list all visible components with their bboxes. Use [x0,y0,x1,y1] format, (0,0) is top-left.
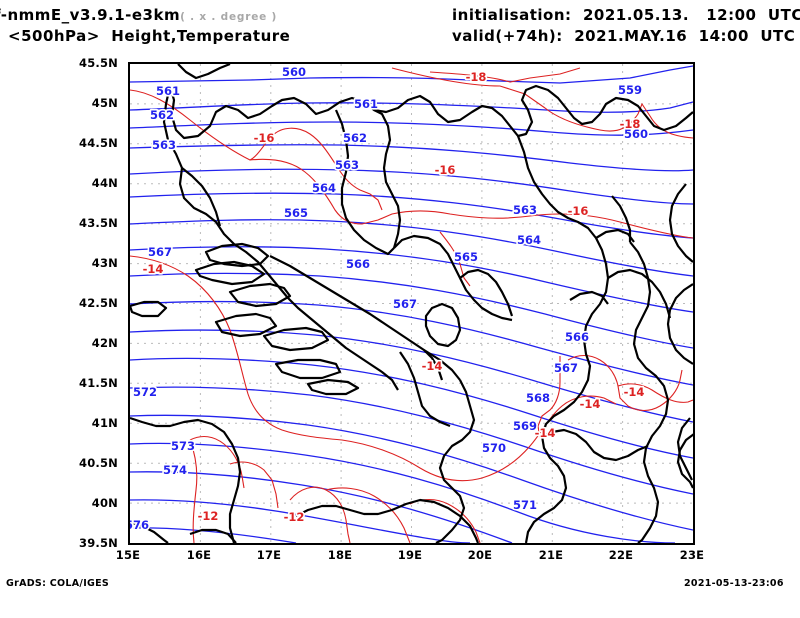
contour-label-height: 573 [171,439,195,453]
contour-label-height: 567 [554,361,578,375]
contour-label-height: 576 [130,518,149,532]
contour-label-height: 563 [513,203,537,217]
y-tick-label: 44N [91,176,118,190]
contour-label-height: 559 [618,83,642,97]
y-tick-label: 42N [91,336,118,350]
x-tick-label: 18E [327,548,353,562]
contour-label-height: 561 [354,97,378,111]
grads-credit: GrADS: COLA/IGES [6,578,110,589]
contour-label-height: 569 [513,419,537,433]
contour-label-height: 574 [163,463,187,477]
contour-label-temperature: -14 [624,385,645,399]
x-tick-label: 22E [608,548,634,562]
contour-label-temperature: -12 [198,509,219,523]
contour-label-height: 567 [148,245,172,259]
contour-label-temperature: -18 [466,70,487,84]
y-tick-label: 42.5N [79,296,118,310]
map-plot-area[interactable]: 560 559 561 561 562 562 560 563 563 563 … [128,62,695,545]
contour-label-height: 568 [526,391,550,405]
contour-label-temperature: -14 [422,359,443,373]
contour-label-temperature: -12 [284,510,305,524]
contour-label-height: 565 [454,250,478,264]
model-title-text: f-nmmE_v3.9.1-e3km [0,6,181,24]
contour-label-height: 560 [624,127,648,141]
x-tick-label: 21E [538,548,564,562]
initialisation-time: initialisation: 2021.05.13. 12:00 UTC [452,6,800,24]
y-tick-label: 41.5N [79,376,118,390]
contour-label-height: 566 [565,330,589,344]
x-tick-label: 16E [186,548,212,562]
model-title: f-nmmE_v3.9.1-e3km( . x . degree ) [0,6,277,24]
y-tick-label: 43.5N [79,216,118,230]
contour-label-temperature: -18 [620,117,641,131]
y-tick-label: 45.5N [79,56,118,70]
contour-label-height: 561 [156,84,180,98]
map-canvas: 560 559 561 561 562 562 560 563 563 563 … [130,64,693,543]
y-tick-label: 44.5N [79,136,118,150]
contour-label-temperature: -16 [568,204,589,218]
model-subtitle: <500hPa> Height,Temperature [8,27,291,45]
model-units: ( . x . degree ) [180,11,278,23]
contour-label-height: 570 [482,441,506,455]
contour-label-temperature: -14 [143,262,164,276]
y-tick-label: 43N [91,256,118,270]
contour-label-height: 564 [517,233,541,247]
contour-label-height: 564 [312,181,336,195]
x-tick-label: 19E [397,548,423,562]
contour-label-temperature: -16 [254,131,275,145]
y-tick-label: 40.5N [79,456,118,470]
contour-label-height: 571 [513,498,537,512]
x-tick-label: 15E [115,548,141,562]
contour-label-height: 562 [150,108,174,122]
contour-label-temperature: -14 [580,397,601,411]
y-tick-label: 41N [91,416,118,430]
y-tick-label: 40N [91,496,118,510]
contour-label-height: 566 [346,257,370,271]
coastlines-borders [130,64,693,543]
x-tick-label: 20E [467,548,493,562]
y-tick-label: 39.5N [79,536,118,550]
contour-label-height: 563 [335,158,359,172]
x-tick-label: 17E [256,548,282,562]
contour-label-height: 563 [152,138,176,152]
contour-label-temperature: -16 [435,163,456,177]
render-timestamp: 2021-05-13-23:06 [684,578,784,589]
y-tick-label: 45N [91,96,118,110]
valid-time: valid(+74h): 2021.MAY.16 14:00 UTC [452,27,796,45]
x-tick-label: 23E [679,548,705,562]
contour-label-height: 562 [343,131,367,145]
contour-labels: 560 559 561 561 562 562 560 563 563 563 … [130,64,650,534]
contour-label-height: 567 [393,297,417,311]
contour-label-height: 572 [133,385,157,399]
contour-label-temperature: -14 [535,426,556,440]
contour-label-height: 560 [282,65,306,79]
contour-label-height: 565 [284,206,308,220]
